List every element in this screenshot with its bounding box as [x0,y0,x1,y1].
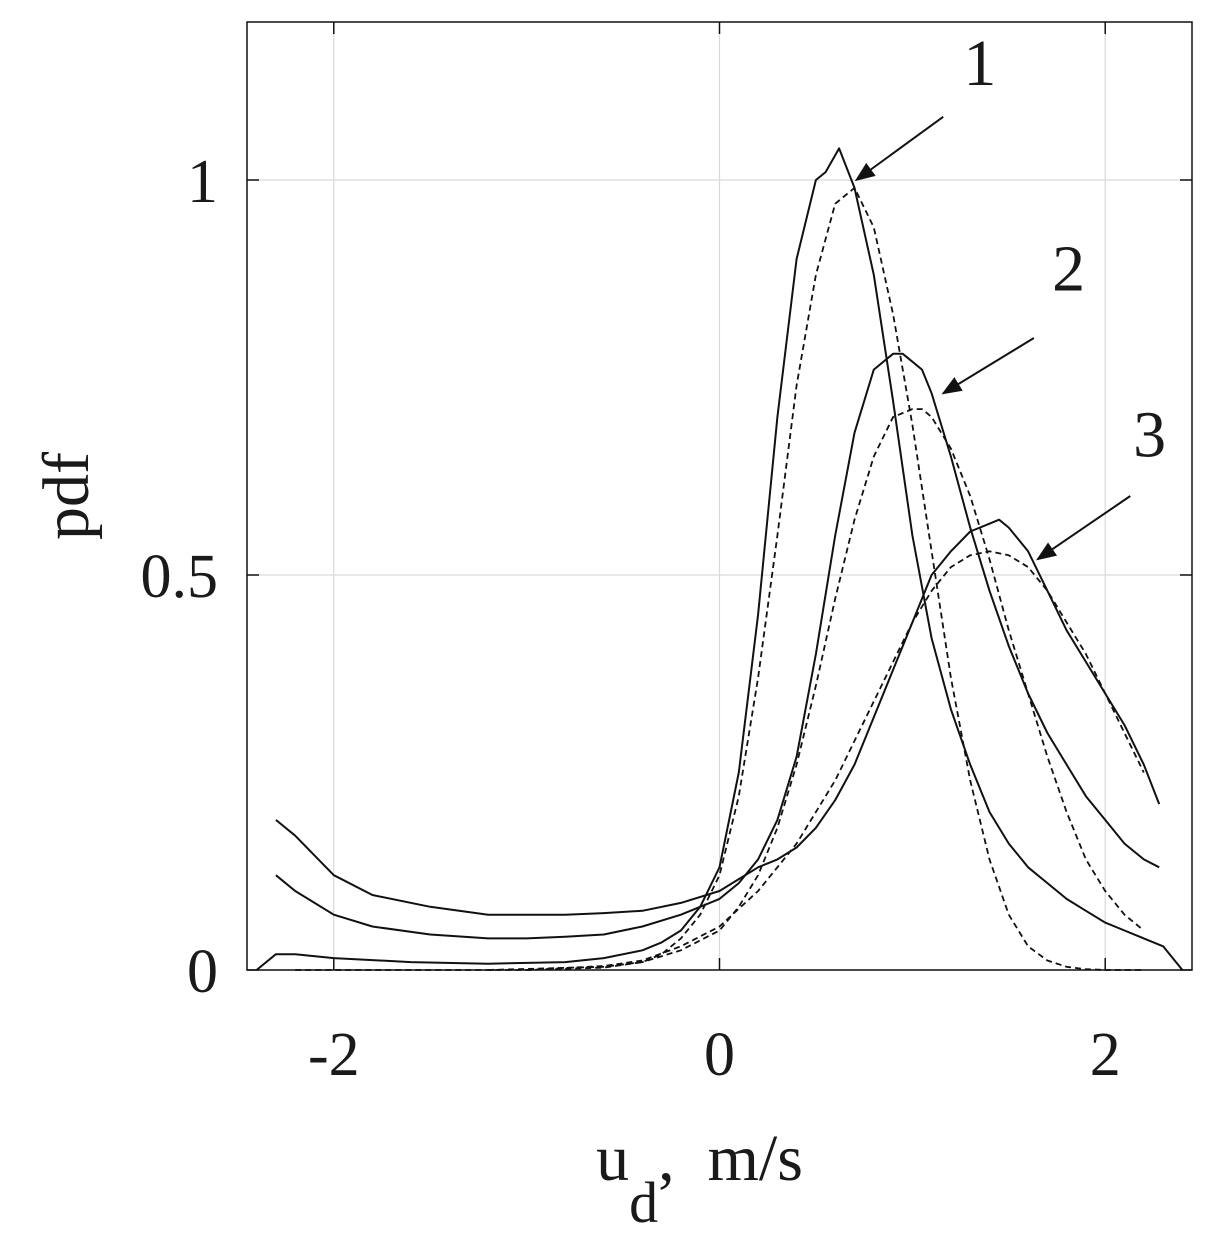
annotation-arrow-1 [854,115,944,182]
annotations: 1 2 3 [854,27,1166,561]
grid [247,22,1192,971]
series-line-1-solid [255,147,1184,971]
y-tick-label: 0.5 [141,543,219,611]
series-line-3-solid [275,352,1160,940]
x-tick-label: 0 [704,1021,735,1089]
x-axis-label: ud, m/s [596,1122,803,1235]
y-tick-label: 1 [187,148,218,216]
ticks: -2 0 2 0 0.5 1 [141,22,1192,1089]
annotation-arrow-2 [941,337,1035,395]
x-tick-label: 2 [1090,1021,1121,1089]
annotation-label-2: 2 [1052,233,1085,306]
x-axis-label-subscript: d [629,1170,658,1235]
series-group [255,147,1184,971]
series-line-2-dashed [295,187,1144,971]
series-line-5-solid [275,518,1161,916]
annotation-label-3: 3 [1133,399,1166,472]
annotation-arrow-3 [1036,495,1131,561]
y-axis-label: pdf [30,452,103,540]
annotation-label-1: 1 [963,27,996,100]
series-line-4-dashed [488,408,1145,971]
y-tick-label: 0 [187,938,218,1006]
series-line-6-dashed [526,550,1145,971]
x-tick-label: -2 [308,1021,360,1089]
